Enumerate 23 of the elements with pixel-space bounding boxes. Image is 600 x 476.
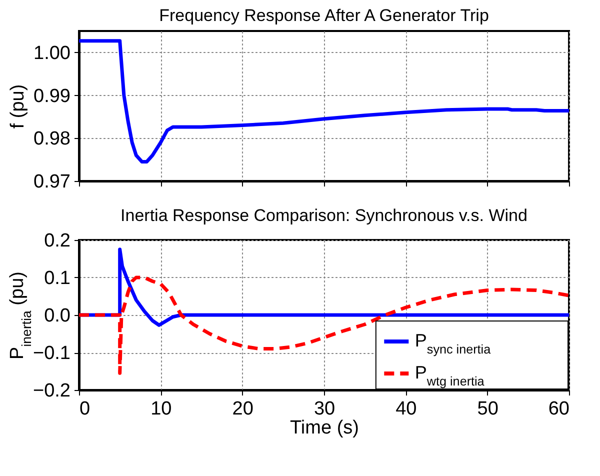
y-tick-label: 0.1 (44, 268, 70, 289)
y-axis-title: f (pu) (8, 84, 29, 129)
y-tick-label: 1.00 (34, 42, 70, 64)
x-tick-label: 30 (314, 398, 336, 420)
chart-title: Frequency Response After A Generator Trip (159, 6, 489, 25)
legend-label: P$_{sync inertia}$ (414, 330, 491, 356)
y-tick-label: 0.99 (34, 86, 70, 107)
x-axis-title: Time (s) (290, 418, 359, 438)
chart-title: Inertia Response Comparison: Synchronous v.s. Wind (120, 206, 528, 225)
line-series (79, 39, 569, 164)
x-tick-label: 20 (232, 398, 254, 420)
x-tick-label: 60 (548, 398, 570, 420)
y-tick-label: 0.2 (44, 230, 70, 252)
y-tick-label: 0.0 (44, 306, 70, 326)
legend-label: P$_{wtg inertia}$ (414, 362, 484, 388)
x-tick-label: 40 (396, 398, 417, 420)
y-tick-label: −0.1 (32, 343, 70, 364)
y-tick-label: 0.97 (34, 172, 70, 192)
x-tick-label: 50 (477, 398, 498, 420)
x-tick-label: 10 (150, 398, 172, 420)
y-tick-label: 0.98 (34, 128, 70, 150)
x-tick-label: 0 (80, 398, 90, 420)
y-tick-label: −0.2 (32, 380, 70, 402)
